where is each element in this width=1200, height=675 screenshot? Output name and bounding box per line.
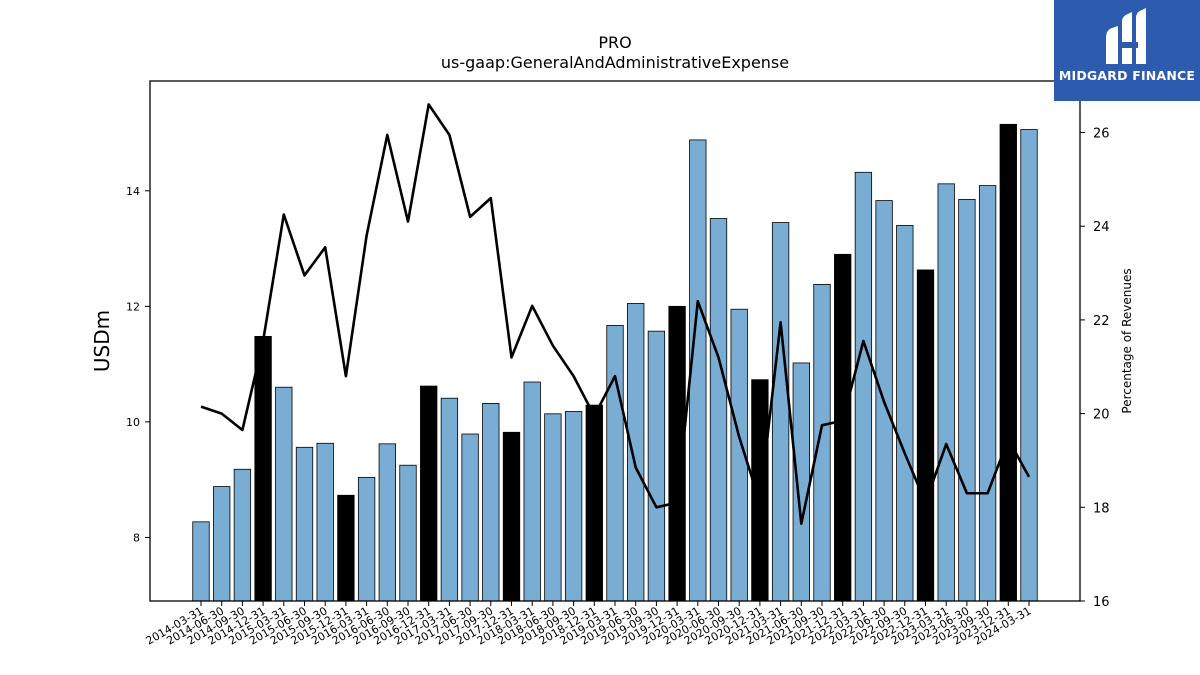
- bar: [461, 433, 479, 602]
- bar: [585, 404, 603, 602]
- bar: [771, 222, 790, 602]
- y2-tick-label: 24: [1093, 220, 1110, 235]
- bar: [275, 386, 293, 602]
- bar: [399, 464, 417, 602]
- bar: [792, 362, 810, 602]
- bar: [1020, 129, 1038, 602]
- y2-tick-label: 16: [1093, 595, 1110, 610]
- y2-tick-label: 26: [1093, 127, 1110, 142]
- y-tick-label: 10: [126, 416, 140, 429]
- y-tick-label: 14: [126, 185, 140, 198]
- line-path: [200, 103, 1031, 526]
- bar: [420, 385, 438, 602]
- chart-subtitle: us-gaap:GeneralAndAdministrativeExpense: [441, 53, 789, 72]
- bar: [213, 486, 231, 602]
- y-axis-ticks: 8 10 12 14: [126, 185, 150, 544]
- bar: [295, 446, 314, 602]
- y2-axis-ticks: 16 18 20 22 24 26: [1080, 127, 1110, 610]
- bar: [254, 335, 272, 602]
- bar: [606, 324, 624, 602]
- y2-tick-label: 20: [1093, 408, 1110, 423]
- bar: [916, 269, 935, 602]
- bar: [502, 431, 521, 602]
- bar: [192, 521, 210, 602]
- y2-tick-label: 22: [1093, 314, 1110, 329]
- bar: [564, 411, 583, 602]
- bar: [709, 218, 728, 602]
- chart-title: PRO: [598, 33, 631, 52]
- y2-tick-label: 18: [1093, 501, 1110, 516]
- bar: [978, 185, 997, 602]
- brand-logo: MIDGARD FINANCE: [1054, 0, 1200, 101]
- bar-series: [192, 123, 1038, 602]
- bar: [854, 171, 873, 602]
- bar: [958, 199, 976, 602]
- y-axis-label: USDm: [90, 310, 114, 372]
- bar: [337, 494, 355, 602]
- bar: [834, 253, 852, 602]
- y-tick-label: 8: [133, 531, 140, 544]
- bar: [647, 330, 666, 602]
- bar: [440, 397, 459, 602]
- logo-mark-icon: [1106, 8, 1146, 64]
- bar: [378, 443, 396, 602]
- x-axis-ticks: 2014-03-312014-06-302014-09-302014-12-31…: [144, 601, 1034, 648]
- bar: [813, 283, 831, 602]
- bar: [482, 402, 500, 602]
- bar: [523, 381, 541, 602]
- bar: [627, 303, 645, 602]
- y2-axis-label: Percentage of Revenues: [1120, 268, 1134, 413]
- logo-text: MIDGARD FINANCE: [1058, 68, 1196, 83]
- bar: [896, 225, 914, 602]
- bar: [357, 476, 376, 602]
- bar: [316, 442, 334, 602]
- bar: [751, 379, 769, 602]
- bar: [999, 123, 1017, 602]
- bar: [233, 468, 252, 602]
- bar: [544, 413, 562, 602]
- bar: [689, 139, 707, 602]
- y-tick-label: 12: [126, 300, 140, 313]
- line-series: [200, 103, 1031, 526]
- bar: [937, 183, 955, 602]
